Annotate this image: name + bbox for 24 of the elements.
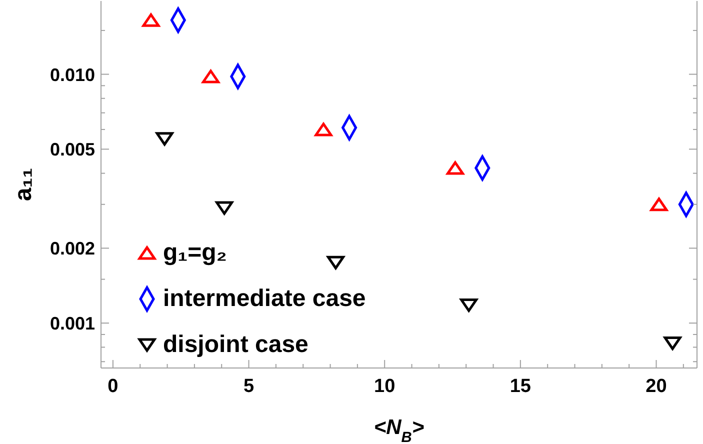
point <box>314 122 332 136</box>
y-axis-title: a₁₁ <box>10 168 37 202</box>
point <box>664 336 682 350</box>
x-tick-label: 15 <box>510 376 532 397</box>
y-tick-label: 0.001 <box>50 314 95 334</box>
x-axis-title: <N$_{B}$> <box>374 416 424 444</box>
x-tick-label: 0 <box>108 376 118 397</box>
point <box>326 256 344 270</box>
point <box>460 298 478 312</box>
y-tick-label: 0.002 <box>50 238 95 259</box>
point <box>202 70 220 84</box>
point <box>156 132 174 146</box>
point <box>446 161 464 175</box>
point <box>216 201 234 215</box>
x-tick-label: 5 <box>243 376 254 397</box>
x-tick-label: 10 <box>374 376 396 397</box>
y-tick-label: 0.010 <box>50 64 95 85</box>
x-tick-label: 20 <box>646 376 667 397</box>
y-tick-label: 0.005 <box>50 140 95 160</box>
legend-label: disjoint case <box>163 331 308 359</box>
point <box>142 13 160 27</box>
point <box>650 198 668 212</box>
legend-label: intermediate case <box>163 285 366 313</box>
legend-label: g₁=g₂ <box>163 239 227 267</box>
